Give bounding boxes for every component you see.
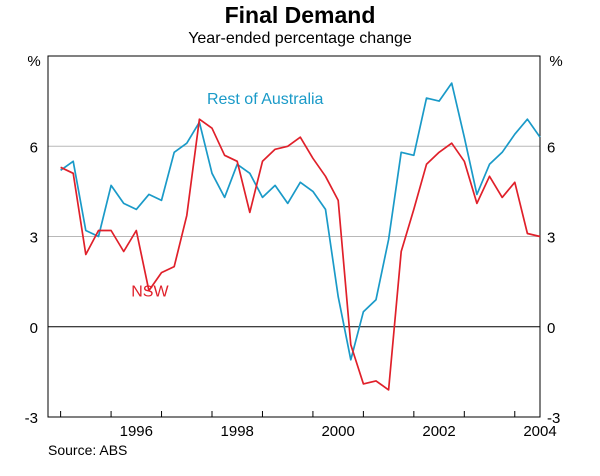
x-tick-label: 2004 [523,423,556,440]
y-tick-label-right: 6 [547,139,555,156]
chart-title: Final Demand [224,2,376,28]
series-line-rest-of-australia [60,82,541,361]
y-tick-label-right: -3 [547,410,560,427]
chart-subtitle: Year-ended percentage change [188,30,412,47]
series-line-nsw [60,118,541,391]
x-tick-label: 1998 [221,423,254,440]
x-tick-label: 2002 [422,423,455,440]
y-tick-label-left: 6 [30,139,38,156]
y-axis-label-left: % [27,53,40,70]
y-tick-label-left: 3 [30,230,38,247]
y-tick-label-left: 0 [30,320,38,337]
y-tick-label-left: -3 [25,410,38,427]
series-label-rest-of-australia: Rest of Australia [207,91,324,108]
y-tick-label-right: 0 [547,320,555,337]
y-axis-label-right: % [549,53,562,70]
y-tick-label-right: 3 [547,230,555,247]
x-tick-label: 1996 [120,423,153,440]
series-label-nsw: NSW [131,284,169,301]
x-tick-label: 2000 [321,423,354,440]
source-note: Source: ABS [48,442,128,458]
